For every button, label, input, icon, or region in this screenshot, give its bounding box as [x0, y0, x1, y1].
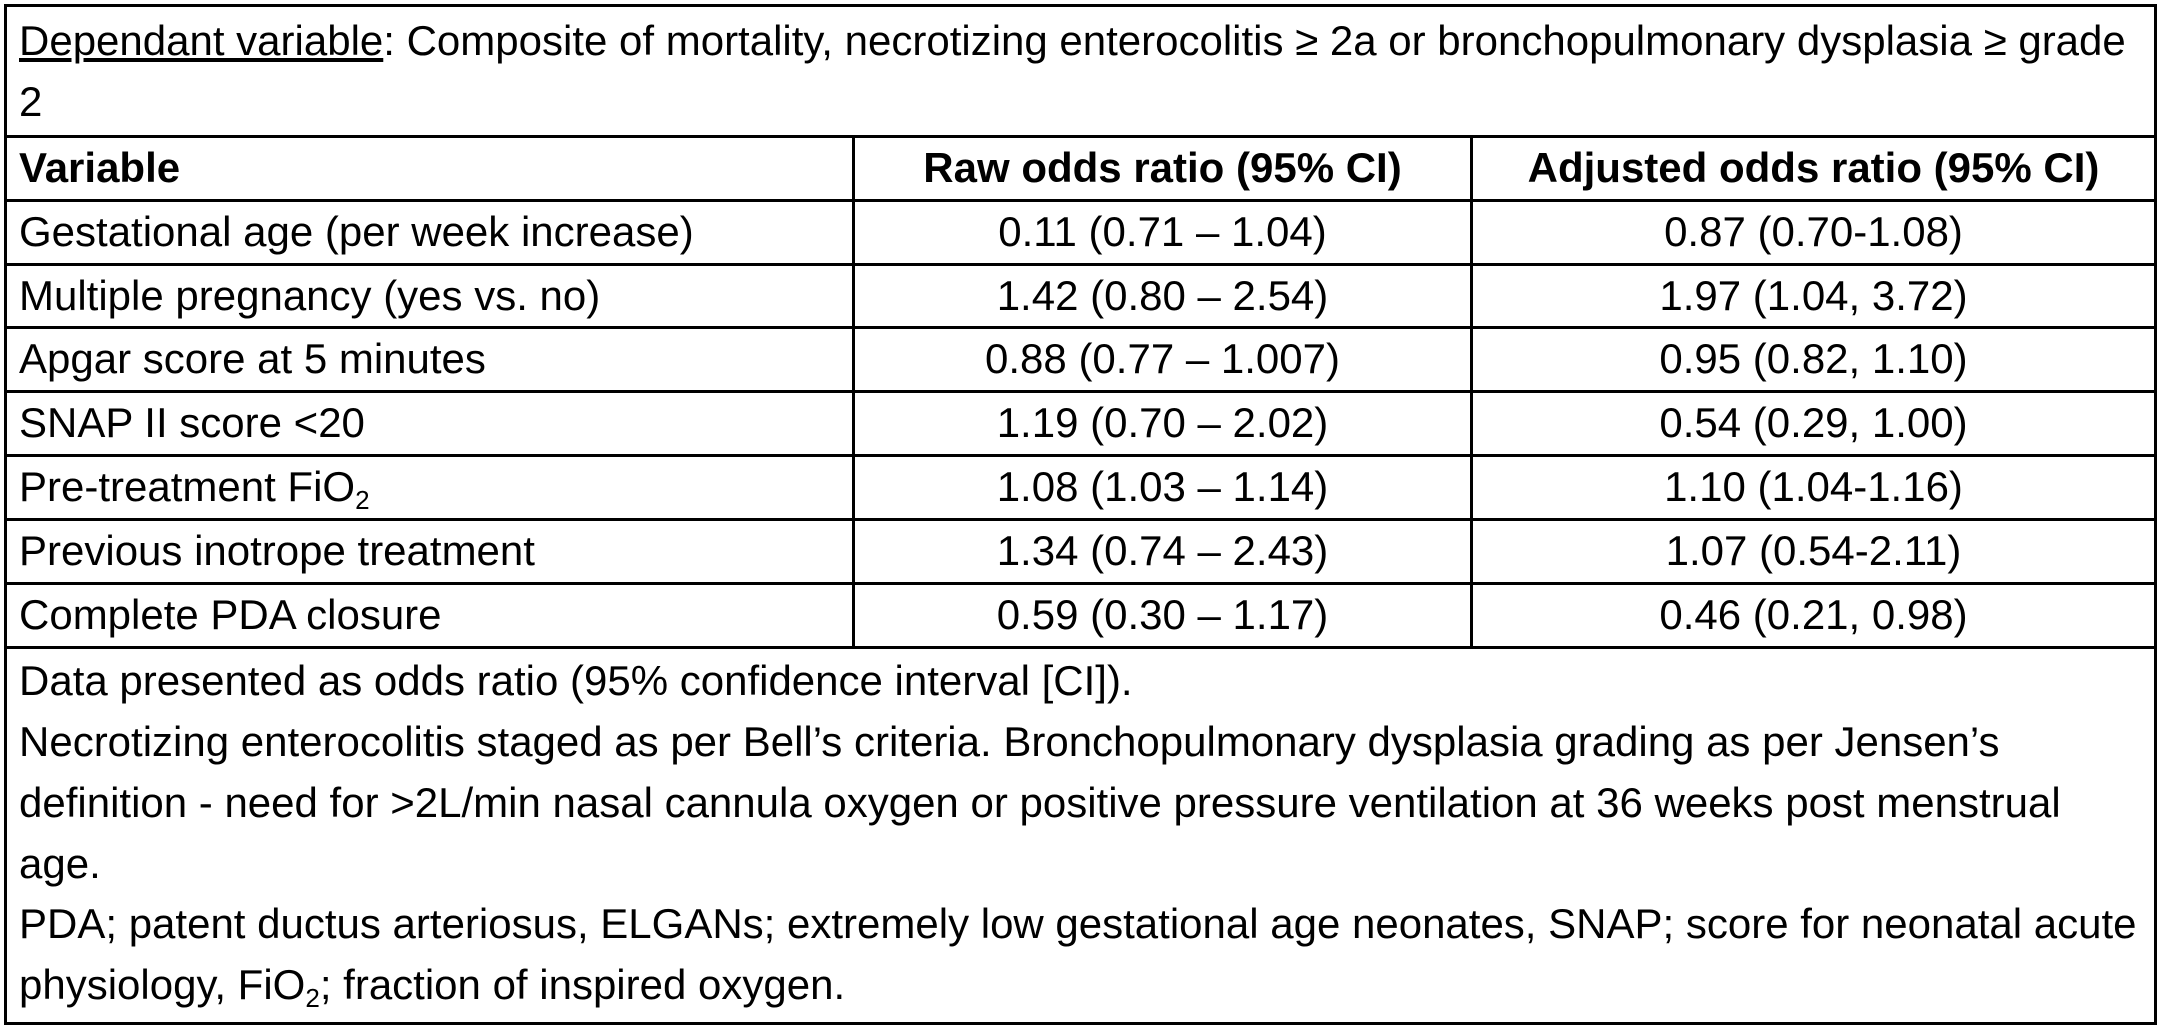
header-raw-odds-ratio: Raw odds ratio (95% CI): [852, 134, 1473, 202]
row-raw-odds-ratio: 0.11 (0.71 – 1.04): [852, 198, 1473, 266]
footnote-abbreviations-text: PDA; patent ductus arteriosus, ELGANs; e…: [19, 900, 2137, 1009]
caption-row: Dependant variable: Composite of mortali…: [3, 4, 2158, 138]
footnote-abbreviations-tail: ; fraction of inspired oxygen.: [319, 961, 846, 1009]
row-adjusted-odds-ratio: 1.97 (1.04, 3.72): [1469, 262, 2158, 330]
row-adjusted-odds-ratio: 0.87 (0.70-1.08): [1469, 198, 2158, 266]
footnote-abbreviations-subscript: 2: [305, 983, 320, 1014]
header-adjusted-odds-ratio: Adjusted odds ratio (95% CI): [1469, 134, 2158, 202]
odds-ratio-table: Dependant variable: Composite of mortali…: [3, 4, 2158, 1026]
table-row: Pre-treatment FiO2 1.08 (1.03 – 1.14) 1.…: [4, 454, 2158, 522]
table-caption: Dependant variable: Composite of mortali…: [3, 4, 2158, 138]
row-variable: Complete PDA closure: [4, 582, 855, 649]
footnote-abbreviations: PDA; patent ductus arteriosus, ELGANs; e…: [19, 894, 2142, 1016]
row-raw-odds-ratio: 0.59 (0.30 – 1.17): [852, 582, 1473, 649]
caption-text: : Composite of mortality, necrotizing en…: [19, 17, 2126, 125]
row-variable-text: Pre-treatment FiO: [19, 463, 356, 511]
row-variable-subscript: 2: [355, 485, 370, 516]
row-variable: SNAP II score <20: [4, 390, 855, 458]
footnote-definitions: Necrotizing enterocolitis staged as per …: [19, 717, 2061, 887]
row-adjusted-odds-ratio: 0.54 (0.29, 1.00): [1469, 390, 2158, 458]
table-row: SNAP II score <20 1.19 (0.70 – 2.02) 0.5…: [4, 390, 2158, 458]
footnotes-row: Data presented as odds ratio (95% confid…: [3, 645, 2158, 1026]
row-adjusted-odds-ratio: 0.95 (0.82, 1.10): [1469, 326, 2158, 394]
row-adjusted-odds-ratio: 0.46 (0.21, 0.98): [1469, 582, 2158, 649]
table-row: Apgar score at 5 minutes 0.88 (0.77 – 1.…: [4, 326, 2158, 394]
header-row: Variable Raw odds ratio (95% CI) Adjuste…: [4, 134, 2158, 202]
row-raw-odds-ratio: 1.34 (0.74 – 2.43): [852, 518, 1473, 586]
row-variable: Apgar score at 5 minutes: [4, 326, 855, 394]
table-row: Previous inotrope treatment 1.34 (0.74 –…: [4, 518, 2158, 586]
table-footnotes: Data presented as odds ratio (95% confid…: [3, 645, 2158, 1026]
table-row: Complete PDA closure 0.59 (0.30 – 1.17) …: [4, 582, 2158, 649]
odds-ratio-table-container: Dependant variable: Composite of mortali…: [3, 4, 2158, 1026]
row-raw-odds-ratio: 1.08 (1.03 – 1.14): [852, 454, 1473, 522]
row-raw-odds-ratio: 0.88 (0.77 – 1.007): [852, 326, 1473, 394]
row-variable: Gestational age (per week increase): [4, 198, 855, 266]
row-raw-odds-ratio: 1.19 (0.70 – 2.02): [852, 390, 1473, 458]
row-variable: Multiple pregnancy (yes vs. no): [4, 262, 855, 330]
table-row: Gestational age (per week increase) 0.11…: [4, 198, 2158, 266]
caption-label: Dependant variable: [19, 17, 384, 64]
header-variable: Variable: [4, 134, 855, 202]
row-variable: Pre-treatment FiO2: [4, 454, 855, 522]
footnote-data-presentation: Data presented as odds ratio (95% confid…: [19, 656, 1133, 704]
row-variable: Previous inotrope treatment: [4, 518, 855, 586]
row-adjusted-odds-ratio: 1.07 (0.54-2.11): [1469, 518, 2158, 586]
row-adjusted-odds-ratio: 1.10 (1.04-1.16): [1469, 454, 2158, 522]
table-row: Multiple pregnancy (yes vs. no) 1.42 (0.…: [4, 262, 2158, 330]
row-raw-odds-ratio: 1.42 (0.80 – 2.54): [852, 262, 1473, 330]
